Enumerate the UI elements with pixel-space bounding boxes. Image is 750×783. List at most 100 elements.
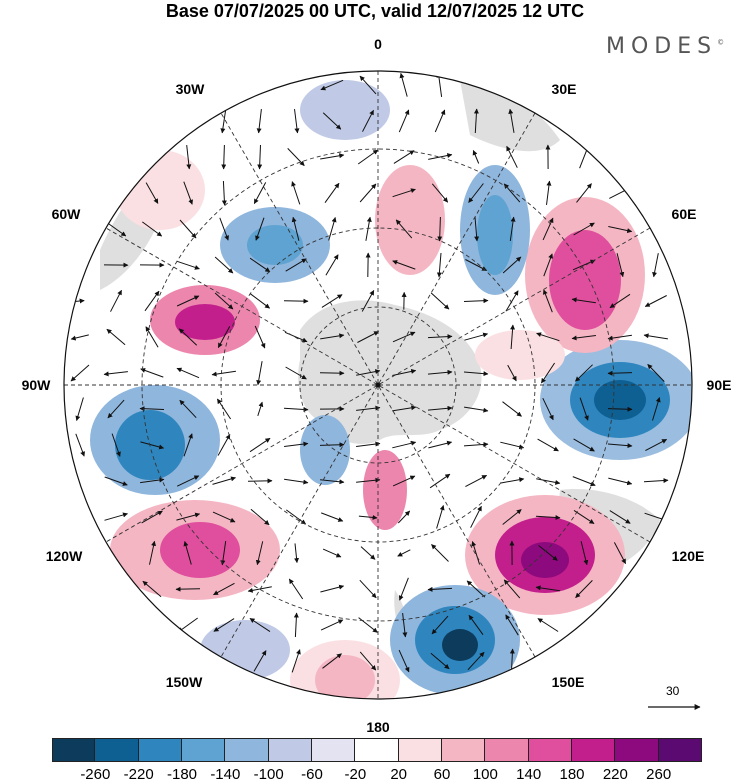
wind-arrow [434,109,446,133]
colorbar [52,738,702,762]
wind-arrow [607,370,633,376]
colorbar-tick-label: -20 [344,766,367,783]
wind-arrow [325,254,339,276]
colorbar-cell [268,738,312,762]
wind-arrow [468,614,484,635]
wind-arrow [502,509,522,525]
wind-arrow [463,371,489,377]
wind-vectors [70,72,669,674]
wind-arrow [358,514,378,520]
colorbar-tick-label: 180 [559,766,585,783]
wind-arrow [319,442,345,448]
wind-arrow [142,580,162,598]
wind-arrow [212,476,236,485]
wind-arrow [538,545,558,561]
wind-arrow [294,543,300,564]
negative-anomaly-30e-core [477,195,513,275]
colorbar-tick-label: 100 [472,766,498,783]
colorbar-tick-label: 260 [646,766,672,783]
wind-arrow [104,512,128,521]
wind-arrow [575,364,593,382]
wind-arrow [183,181,193,205]
wind-arrow [613,542,627,565]
positive-anomaly-60e-core [549,230,621,330]
wind-arrow [285,258,307,272]
wind-arrow [214,292,234,310]
wind-arrow [393,150,415,164]
lon-label-60e: 60E [671,206,697,222]
wind-arrow [395,219,413,239]
wind-arrow [536,478,561,485]
wind-arrow [535,515,561,520]
wind-arrow [322,112,342,130]
wind-arrow [140,441,165,450]
south-pole-marker [375,382,381,388]
wind-arrow [75,298,85,304]
wind-arrow [468,183,484,203]
wind-arrow [542,397,554,421]
wind-arrow [429,473,451,489]
wind-arrow [70,364,90,382]
wind-arrow [291,181,301,205]
wind-arrow [427,405,453,411]
wind-arrow [392,331,416,343]
wind-arrow [293,612,299,638]
colorbar-cell [355,738,399,762]
wind-arrow [255,541,264,566]
wind-arrow [213,618,235,632]
negative-anomaly-160w [200,620,290,680]
wind-arrow [580,541,589,566]
wind-arrow [249,257,271,273]
wind-arrow [219,217,229,241]
wind-arrow [470,505,482,528]
wind-arrow [320,584,345,593]
wind-arrow [321,294,343,308]
wind-arrow [473,108,479,134]
colorbar-cell [528,738,572,762]
wind-arrow [609,293,631,309]
wind-arrow [322,548,342,558]
positive-anomaly-75w-core [175,304,235,340]
wind-arrow [176,367,200,379]
wind-arrow [505,614,519,636]
wind-arrow [537,438,559,452]
wind-arrow [178,328,198,346]
lon-label-0: 0 [374,36,382,52]
wind-arrow [220,541,227,566]
wind-arrow [257,144,263,170]
wind-arrow [141,510,163,524]
wind-arrow [359,75,377,95]
wind-arrow [322,653,342,669]
wind-arrow [253,182,267,205]
wind-arrow [399,72,408,97]
wind-arrow [471,541,481,565]
wind-arrow [142,221,163,237]
wind-arrow [507,364,517,382]
negative-anomaly-150e-peak [442,629,478,661]
wind-arrow [320,153,345,160]
wind-arrow [356,441,381,447]
wind-arrow [616,253,625,278]
positive-anomaly-180-core [315,655,375,699]
wind-arrow [472,150,480,164]
colorbar-cell [571,738,616,762]
wind-arrow [359,183,377,203]
colorbar-cell [95,738,139,762]
wind-arrow [250,293,271,309]
wind-arrow [217,326,231,349]
wind-arrow [176,512,201,521]
wind-arrow [179,219,197,239]
africa-tip [460,80,560,152]
wind-arrow [535,585,560,592]
wind-arrow [356,369,381,376]
lon-label-150e: 150E [551,674,585,690]
positive-anomaly-170e [363,450,407,530]
wind-arrow [107,399,125,419]
lon-label-150w: 150W [165,674,203,690]
wind-arrow [283,298,309,304]
colorbar-tick-label: -220 [123,766,154,783]
lon-label-30e: 30E [551,81,577,97]
colorbar-cell [398,738,442,762]
wind-arrow [179,399,197,419]
wind-arrow [139,406,165,412]
